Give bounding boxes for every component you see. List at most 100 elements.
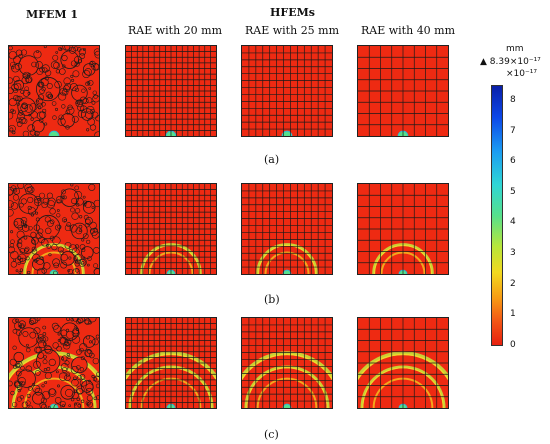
aggregate bbox=[19, 323, 25, 329]
aggregate bbox=[89, 124, 97, 131]
aggregate bbox=[86, 239, 91, 244]
aggregate bbox=[53, 403, 62, 408]
aggregate bbox=[32, 382, 36, 386]
aggregate bbox=[15, 269, 19, 273]
source-spot bbox=[282, 403, 292, 408]
field-plot bbox=[126, 184, 216, 274]
aggregate bbox=[75, 208, 81, 214]
colorbar-tick-label: 1 bbox=[510, 309, 516, 320]
aggregate bbox=[44, 372, 52, 380]
colorbar-tick-label: 7 bbox=[510, 125, 516, 136]
aggregate bbox=[32, 119, 45, 133]
aggregate bbox=[16, 330, 22, 336]
aggregate bbox=[27, 207, 37, 216]
aggregate bbox=[94, 50, 99, 59]
aggregate bbox=[84, 200, 92, 209]
aggregate bbox=[16, 230, 25, 239]
aggregate bbox=[60, 253, 68, 262]
aggregate bbox=[66, 222, 72, 227]
aggregate bbox=[42, 325, 47, 330]
field-panel-r1-c1 bbox=[8, 45, 100, 137]
field-panel-r3-c3 bbox=[241, 317, 333, 409]
aggregate bbox=[33, 360, 41, 369]
aggregate bbox=[63, 342, 71, 350]
row-label-c: (c) bbox=[264, 428, 279, 441]
field-plot bbox=[358, 46, 448, 136]
aggregate bbox=[68, 256, 72, 260]
aggregate bbox=[81, 108, 94, 121]
aggregate bbox=[27, 91, 31, 95]
aggregate bbox=[87, 80, 94, 86]
aggregate bbox=[46, 244, 49, 247]
aggregate bbox=[85, 387, 93, 396]
aggregate bbox=[72, 70, 80, 78]
aggregate bbox=[93, 267, 99, 274]
aggregate bbox=[27, 72, 31, 76]
aggregate bbox=[76, 318, 85, 323]
aggregate bbox=[37, 197, 41, 202]
colorbar-tick-label: 2 bbox=[510, 278, 516, 289]
aggregate bbox=[12, 318, 18, 324]
aggregate bbox=[35, 232, 43, 239]
aggregate bbox=[94, 131, 99, 136]
aggregate bbox=[9, 124, 16, 133]
aggregate bbox=[16, 112, 26, 121]
aggregate bbox=[64, 360, 70, 366]
aggregate bbox=[9, 200, 14, 208]
aggregate bbox=[18, 320, 27, 329]
aggregate bbox=[65, 388, 74, 397]
field-plot bbox=[242, 184, 332, 274]
aggregate bbox=[27, 386, 33, 391]
aggregate bbox=[27, 186, 35, 194]
colorbar-tick-label: 8 bbox=[510, 94, 516, 105]
aggregate bbox=[50, 219, 55, 225]
aggregate bbox=[9, 246, 15, 254]
aggregate bbox=[71, 329, 80, 338]
aggregate bbox=[24, 225, 28, 228]
aggregate bbox=[55, 107, 59, 111]
aggregate bbox=[35, 256, 45, 265]
aggregate bbox=[74, 61, 80, 67]
aggregate bbox=[61, 367, 68, 373]
aggregate bbox=[9, 243, 15, 248]
aggregate bbox=[79, 258, 87, 266]
aggregate bbox=[54, 224, 61, 231]
aggregate bbox=[88, 340, 93, 344]
aggregate bbox=[36, 102, 43, 109]
colorbar-tick-label: 6 bbox=[510, 156, 516, 167]
aggregate bbox=[11, 109, 17, 115]
aggregate bbox=[53, 270, 58, 274]
aggregate bbox=[33, 50, 42, 59]
aggregate bbox=[91, 111, 99, 119]
aggregate bbox=[92, 338, 99, 346]
aggregate bbox=[79, 367, 84, 372]
aggregate bbox=[31, 61, 37, 68]
aggregate bbox=[61, 355, 68, 362]
aggregate bbox=[43, 46, 47, 49]
aggregate bbox=[38, 334, 44, 340]
aggregate bbox=[73, 389, 77, 393]
aggregate bbox=[30, 318, 39, 324]
field-plot bbox=[358, 184, 448, 274]
aggregate bbox=[41, 268, 47, 274]
aggregate bbox=[76, 365, 81, 370]
aggregate bbox=[60, 363, 69, 371]
aggregate bbox=[34, 346, 41, 354]
aggregate bbox=[41, 384, 45, 388]
aggregate bbox=[14, 380, 21, 387]
aggregate bbox=[39, 336, 46, 343]
aggregate bbox=[93, 375, 99, 383]
aggregate bbox=[29, 331, 37, 339]
aggregate bbox=[10, 239, 15, 244]
field-plot bbox=[358, 318, 448, 408]
aggregate bbox=[42, 342, 47, 346]
aggregate bbox=[37, 351, 45, 359]
aggregate bbox=[17, 110, 24, 116]
aggregate bbox=[54, 397, 62, 404]
aggregate bbox=[20, 104, 28, 112]
aggregate bbox=[36, 214, 61, 240]
aggregate bbox=[46, 192, 53, 199]
aggregate bbox=[88, 318, 97, 323]
aggregate bbox=[27, 205, 32, 210]
row-label-b: (b) bbox=[264, 293, 280, 306]
